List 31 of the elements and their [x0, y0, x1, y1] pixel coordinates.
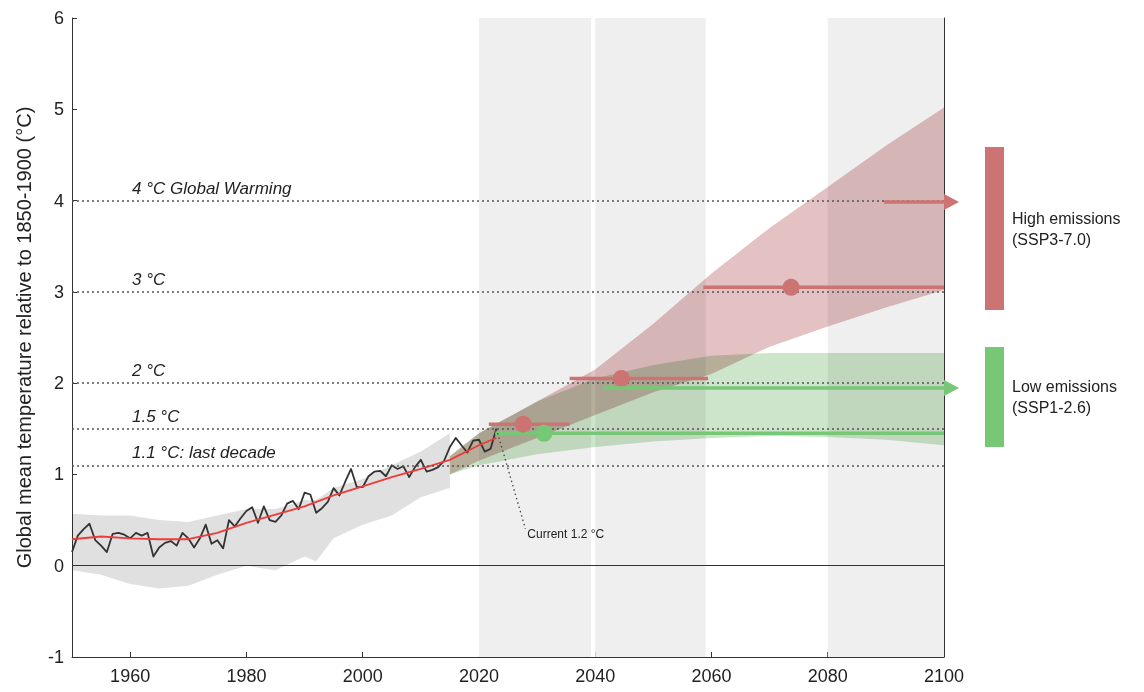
line-series: [71, 427, 498, 558]
y-tick-label: -1: [47, 647, 64, 667]
point: [612, 370, 630, 388]
annotation: Current 1.2 °C: [527, 526, 605, 541]
ref-line-label: 1.1 °C: last decade: [132, 443, 276, 463]
y-tick-label: 5: [53, 99, 64, 120]
ref-line-label: 4 °C Global Warming: [132, 178, 293, 198]
ref-line-label: 3 °C: [132, 269, 166, 289]
x-tick-label: 1980: [226, 666, 267, 686]
x-tick-label: 2080: [807, 666, 848, 686]
text: High emissions (SSP3-7.0): [1012, 208, 1122, 250]
x-tick-label: 2060: [691, 666, 732, 686]
point: [514, 415, 532, 433]
y-axis-title: Global mean temperature relative to 1850-1900 (°C): [13, 106, 35, 569]
line-series: [71, 437, 498, 541]
y-tick-label: 1: [53, 464, 64, 485]
ref-line-label: 2 °C: [131, 361, 166, 381]
text: Low emissions (SSP1-2.6): [1012, 377, 1118, 418]
x-tick-label: 2040: [575, 666, 616, 686]
x-tick-label: 2020: [458, 666, 499, 686]
y-tick-label: 2: [53, 373, 64, 394]
y-tick-label: 6: [53, 8, 64, 28]
ref-line-label: 1.5 °C: [132, 406, 181, 426]
x-tick-label: 2100: [923, 666, 965, 686]
y-tick-label: 4: [53, 190, 64, 211]
point: [782, 278, 800, 296]
y-tick-label: 3: [53, 281, 64, 302]
y-tick-label: 0: [53, 555, 64, 576]
point: [535, 424, 553, 442]
x-tick-label: 2000: [342, 666, 383, 686]
x-tick-label: 1960: [110, 666, 151, 686]
